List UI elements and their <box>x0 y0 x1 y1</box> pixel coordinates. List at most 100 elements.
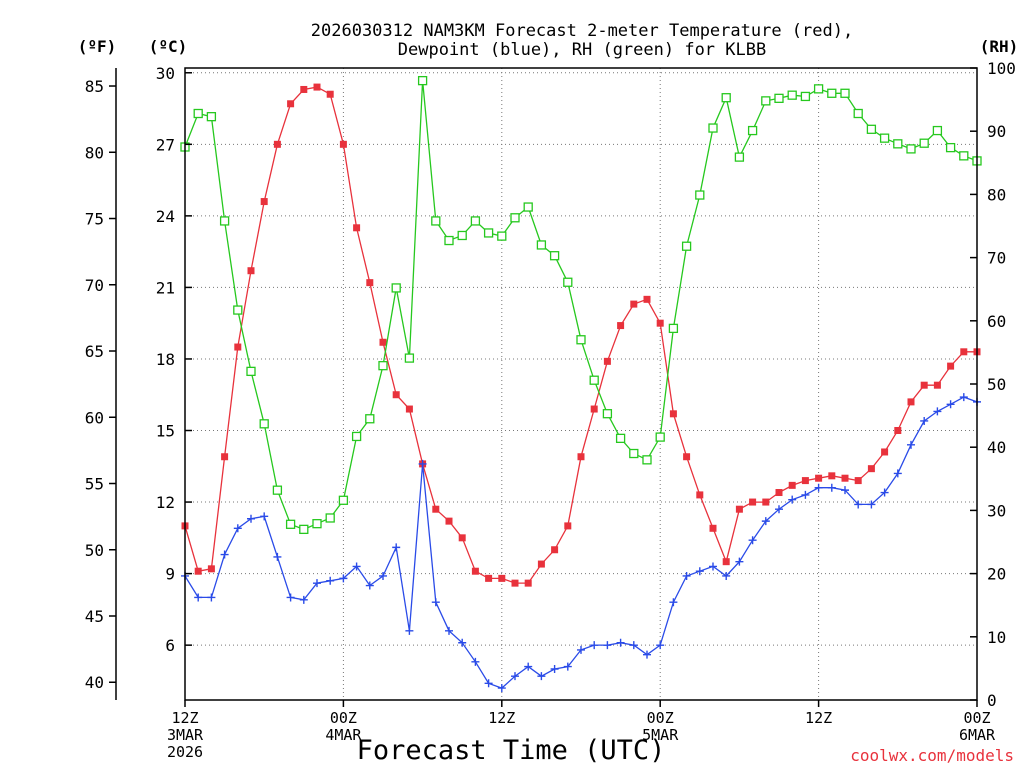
celsius-tick-label: 6 <box>165 636 175 655</box>
rh-point <box>470 216 481 226</box>
plot-frame <box>184 67 978 701</box>
temperature-point <box>775 489 783 497</box>
rh-point <box>906 144 916 154</box>
rh-tick-label: 40 <box>987 438 1006 457</box>
temperature-point <box>722 558 730 566</box>
temperature-point <box>379 338 387 346</box>
fahrenheit-tick-label: 65 <box>85 342 104 361</box>
dewpoint-point <box>458 638 467 647</box>
temperature-line <box>184 86 977 584</box>
temperature-point <box>445 517 453 525</box>
x-tick-label: 12Z <box>805 709 832 727</box>
temperature-point <box>234 343 242 351</box>
rh-point <box>285 519 296 529</box>
dewpoint-point <box>260 512 269 521</box>
temperature-point <box>339 140 347 148</box>
rh-point <box>325 513 335 523</box>
dewpoint-point <box>669 598 678 607</box>
temperature-point <box>656 319 664 327</box>
rh-point <box>457 230 467 241</box>
rh-point <box>853 108 863 119</box>
rh-point <box>391 283 401 293</box>
temperature-point <box>696 491 704 499</box>
rh-point <box>365 414 375 424</box>
dewpoint-point <box>959 393 968 402</box>
temperature-point <box>960 348 968 356</box>
dewpoint-point <box>735 557 744 566</box>
rh-point <box>193 108 203 119</box>
temperature-point <box>247 267 255 275</box>
dewpoint-point <box>643 650 651 659</box>
temperature-series <box>181 83 981 587</box>
temperature-point <box>194 567 202 575</box>
temperature-point <box>735 505 743 513</box>
rh-point <box>233 305 243 315</box>
dewpoint-point <box>365 581 374 590</box>
rh-point <box>589 375 599 385</box>
temperature-point <box>920 381 928 389</box>
temperature-point <box>313 83 321 91</box>
rh-point <box>879 133 890 143</box>
dewpoint-point <box>431 598 440 607</box>
temperature-point <box>907 398 915 406</box>
fahrenheit-tick-label: 60 <box>85 408 104 427</box>
temperature-point <box>590 405 598 413</box>
rh-point <box>787 90 797 100</box>
rh-point <box>615 433 626 444</box>
dewpoint-point <box>801 490 810 499</box>
rh-point <box>272 485 283 495</box>
dewpoint-point <box>445 626 453 635</box>
temperature-point <box>326 90 334 98</box>
rh-point <box>642 455 652 465</box>
dewpoint-point <box>273 552 282 561</box>
dewpoint-point <box>682 571 691 580</box>
celsius-tick-label: 24 <box>156 207 175 226</box>
temperature-point <box>485 574 493 582</box>
rh-point <box>549 251 560 261</box>
dewpoint-point <box>194 593 203 602</box>
rh-unit-label: (RH) <box>980 37 1019 56</box>
rh-point <box>813 84 824 94</box>
celsius-tick-label: 12 <box>156 493 175 512</box>
temperature-point <box>273 140 281 148</box>
temperature-point <box>432 505 440 513</box>
rh-point <box>444 235 454 246</box>
rh-tick-label: 20 <box>987 565 1006 584</box>
dewpoint-point <box>207 593 216 602</box>
fahrenheit-tick-label: 85 <box>85 77 104 96</box>
fahrenheit-unit-label: (ºF) <box>78 37 117 56</box>
dewpoint-point <box>313 579 321 588</box>
dewpoint-point <box>379 571 387 580</box>
temperature-point <box>537 560 545 568</box>
rh-point <box>747 125 758 136</box>
fahrenheit-tick-label: 80 <box>85 143 104 162</box>
x-tick-label: 12Z <box>488 709 515 727</box>
dewpoint-point <box>616 638 625 647</box>
dewpoint-point <box>339 574 348 583</box>
rh-point <box>959 151 969 161</box>
rh-tick-label: 60 <box>987 312 1006 331</box>
rh-point <box>602 409 613 419</box>
chart-title-line2: Dewpoint (blue), RH (green) for KLBB <box>398 40 766 60</box>
x-axis-title: Forecast Time (UTC) <box>357 735 666 766</box>
rh-point <box>840 88 850 98</box>
dewpoint-point <box>524 662 533 671</box>
dewpoint-point <box>788 495 797 504</box>
temperature-point <box>392 391 400 399</box>
temperature-point <box>801 477 809 485</box>
fahrenheit-tick-label: 75 <box>85 210 104 229</box>
rh-point <box>219 216 230 226</box>
x-tick-label: 3MAR <box>167 726 204 744</box>
celsius-tick-label: 18 <box>156 350 175 369</box>
dewpoint-series <box>181 393 981 693</box>
dewpoint-point <box>484 679 493 688</box>
dewpoint-point <box>497 684 506 693</box>
temperature-point <box>867 465 875 473</box>
x-tick-label: 12Z <box>171 709 198 727</box>
series-layer <box>180 75 982 693</box>
temperature-point <box>854 477 862 485</box>
celsius-unit-label: (ºC) <box>149 37 188 56</box>
dewpoint-point <box>920 416 929 425</box>
rh-point <box>893 139 903 149</box>
